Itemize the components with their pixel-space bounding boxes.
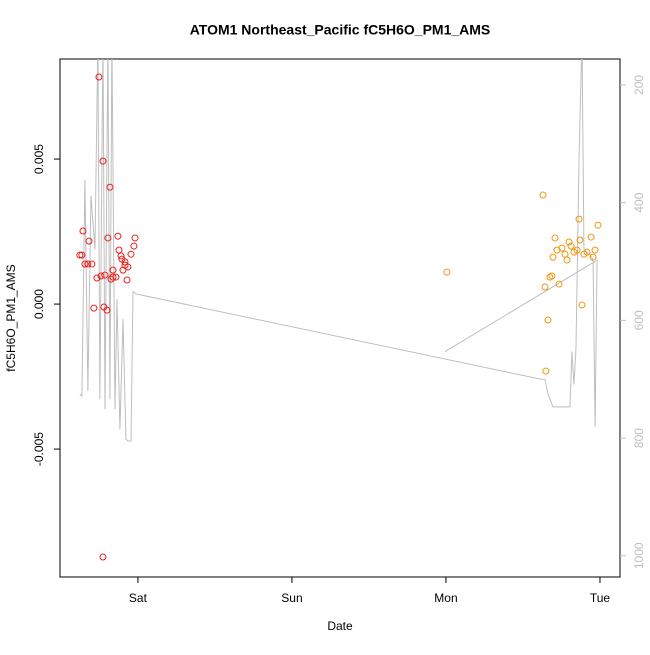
y-tick-label: 0.000 <box>32 289 46 319</box>
point <box>591 246 599 254</box>
point <box>84 260 92 268</box>
point <box>109 273 117 281</box>
point <box>99 553 107 561</box>
y-tick-label: 0.005 <box>32 144 46 174</box>
point <box>109 266 117 274</box>
x-tick-label: Mon <box>434 591 457 605</box>
point <box>127 250 135 258</box>
point <box>106 183 114 191</box>
point <box>95 73 103 81</box>
point <box>81 260 89 268</box>
point <box>93 274 101 282</box>
point <box>549 253 557 261</box>
y2-tick-label: 600 <box>632 310 646 330</box>
point <box>567 242 575 250</box>
point <box>578 301 586 309</box>
point <box>548 272 556 280</box>
point <box>573 246 581 254</box>
point <box>103 306 111 314</box>
point <box>544 316 552 324</box>
y2-tick-label: 200 <box>632 75 646 95</box>
point <box>589 253 597 261</box>
point <box>542 367 550 375</box>
x-tick-label: Sun <box>281 591 302 605</box>
point <box>551 234 559 242</box>
point <box>90 304 98 312</box>
point <box>99 157 107 165</box>
point <box>575 215 583 223</box>
point <box>85 237 93 245</box>
point <box>555 280 563 288</box>
y2-tick-label: 400 <box>632 192 646 212</box>
point <box>561 250 569 258</box>
x-axis-label: Date <box>327 619 353 633</box>
point <box>594 221 602 229</box>
y2-tick-label: 800 <box>632 428 646 448</box>
y-tick-label: -0.005 <box>32 432 46 466</box>
point <box>114 232 122 240</box>
plot-frame <box>59 58 621 578</box>
x-tick-label: Sat <box>129 591 148 605</box>
point <box>115 246 123 254</box>
point <box>130 242 138 250</box>
y2-tick-label: 1000 <box>632 542 646 569</box>
point <box>541 283 549 291</box>
point <box>97 272 105 280</box>
chart-title: ATOM1 Northeast_Pacific fC5H6O_PM1_AMS <box>190 22 491 38</box>
point <box>563 256 571 264</box>
plot-area <box>76 59 602 561</box>
point <box>123 276 131 284</box>
point <box>583 248 591 256</box>
point <box>576 236 584 244</box>
point <box>88 260 96 268</box>
point <box>587 233 595 241</box>
y-axis-label: fC5H6O_PM1_AMS <box>4 264 18 371</box>
point <box>76 251 84 259</box>
point <box>101 271 109 279</box>
point <box>117 252 125 260</box>
line <box>79 59 599 442</box>
x-tick-label: Tue <box>590 591 611 605</box>
point <box>539 191 547 199</box>
point <box>104 234 112 242</box>
point <box>79 227 87 235</box>
point <box>124 263 132 271</box>
point <box>112 273 120 281</box>
point <box>443 268 451 276</box>
point <box>78 251 86 259</box>
point <box>558 244 566 252</box>
point <box>565 238 573 246</box>
point <box>131 234 139 242</box>
point <box>121 258 129 266</box>
